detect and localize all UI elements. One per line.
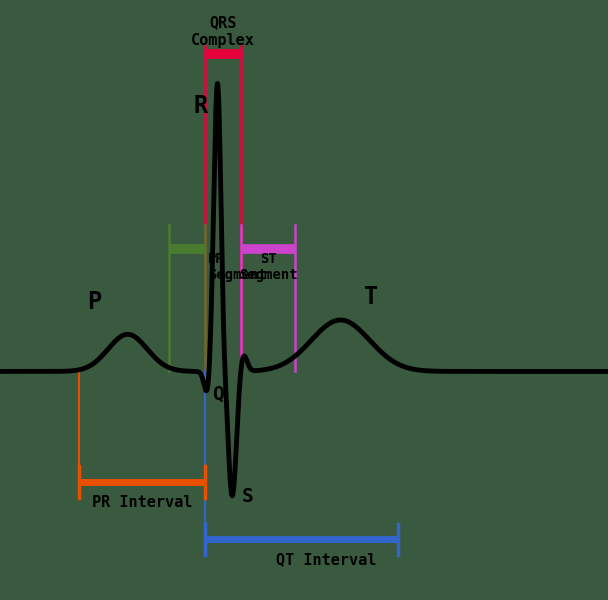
- Text: S: S: [241, 487, 254, 506]
- Text: R: R: [193, 94, 208, 118]
- Text: T: T: [364, 284, 378, 308]
- Text: QT Interval: QT Interval: [275, 552, 376, 567]
- Text: PR Interval: PR Interval: [92, 495, 192, 510]
- Text: Q: Q: [212, 384, 224, 403]
- Text: PR
Segment: PR Segment: [208, 252, 266, 283]
- Text: QRS
Complex: QRS Complex: [191, 16, 255, 48]
- Text: P: P: [87, 290, 102, 314]
- Text: ST
Segment: ST Segment: [239, 252, 297, 283]
